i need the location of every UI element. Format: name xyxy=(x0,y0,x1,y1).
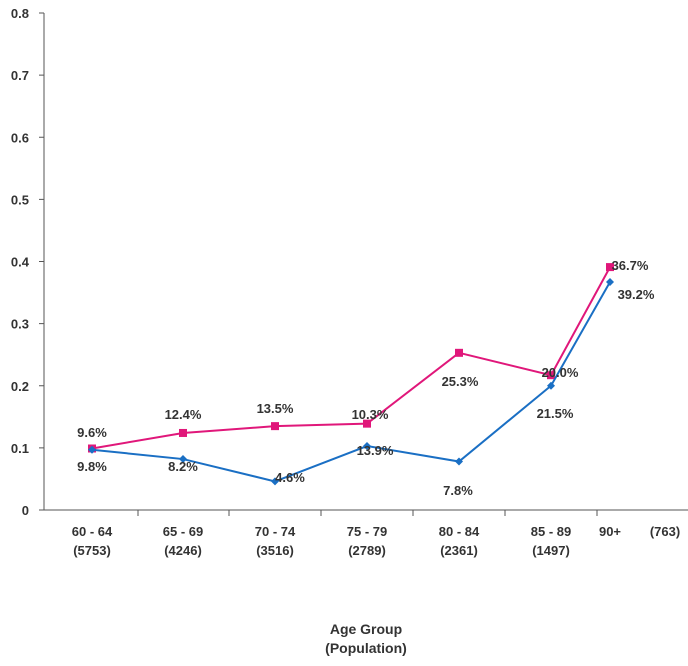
data-point xyxy=(179,428,187,437)
x-tick-label: 85 - 89 xyxy=(531,524,571,539)
y-tick-label: 0.1 xyxy=(11,441,29,456)
data-label: 9.6% xyxy=(77,425,107,440)
data-label: 12.4% xyxy=(165,407,202,422)
data-point xyxy=(179,455,187,464)
data-label: 10.3% xyxy=(352,407,389,422)
data-point xyxy=(547,371,555,380)
x-tick-sublabel: (1497) xyxy=(532,543,570,558)
y-tick-label: 0.7 xyxy=(11,68,29,83)
data-label: 13.9% xyxy=(357,443,394,458)
data-point xyxy=(88,445,96,454)
series-line-2 xyxy=(91,281,611,483)
data-point xyxy=(363,419,371,428)
data-label: 21.5% xyxy=(537,406,574,421)
data-label: 39.2% xyxy=(618,287,655,302)
data-label: 13.5% xyxy=(257,401,294,416)
data-label: 20.0% xyxy=(542,365,579,380)
data-point xyxy=(455,348,463,357)
data-label: 9.8% xyxy=(77,459,107,474)
y-tick-label: 0.5 xyxy=(11,192,29,207)
data-point xyxy=(547,381,555,390)
data-point xyxy=(271,422,279,431)
x-tick-sublabel: (4246) xyxy=(164,543,202,558)
data-point xyxy=(271,477,279,486)
data-label: 7.8% xyxy=(443,483,473,498)
x-tick-sublabel: (2789) xyxy=(348,543,386,558)
axes xyxy=(43,13,688,511)
x-tick-label: 75 - 79 xyxy=(347,524,387,539)
data-labels: 9.6% 12.4% 13.5% 10.3% 25.3% 21.5% 36.7% 9.8% 8.… xyxy=(77,258,655,498)
series-layer xyxy=(88,263,614,486)
y-tick-label: 0.4 xyxy=(11,255,30,270)
x-axis-title: Age Group xyxy=(330,621,402,637)
data-point xyxy=(455,457,463,466)
data-label: 4.6% xyxy=(275,470,305,485)
data-label: 8.2% xyxy=(168,459,198,474)
data-point xyxy=(606,263,614,272)
x-tick-sublabel: (2361) xyxy=(440,543,478,558)
y-tick-label: 0.2 xyxy=(11,379,29,394)
x-tick-sublabel: (3516) xyxy=(256,543,294,558)
data-point xyxy=(606,278,614,287)
x-tick-label: 80 - 84 xyxy=(439,524,480,539)
data-point xyxy=(363,442,371,451)
x-tick-label: 70 - 74 xyxy=(255,524,296,539)
y-axis-ticks: 0 0.1 0.2 0.3 0.4 0.5 0.6 0.7 0.8 xyxy=(11,6,44,518)
x-axis-ticks: 60 - 64 (5753) 65 - 69 (4246) 70 - 74 (3516) 7… xyxy=(72,510,680,558)
x-tick-label: 90+ xyxy=(599,524,621,539)
x-tick-label: 60 - 64 xyxy=(72,524,113,539)
x-tick-sublabel: (5753) xyxy=(73,543,111,558)
data-label: 36.7% xyxy=(612,258,649,273)
y-tick-label: 0.3 xyxy=(11,317,29,332)
y-tick-label: 0 xyxy=(22,503,29,518)
y-tick-label: 0.8 xyxy=(11,6,29,21)
x-tick-label: (763) xyxy=(650,524,680,539)
x-axis-subtitle: (Population) xyxy=(325,640,407,656)
y-tick-label: 0.6 xyxy=(11,130,29,145)
data-label: 25.3% xyxy=(442,374,479,389)
x-tick-label: 65 - 69 xyxy=(163,524,203,539)
